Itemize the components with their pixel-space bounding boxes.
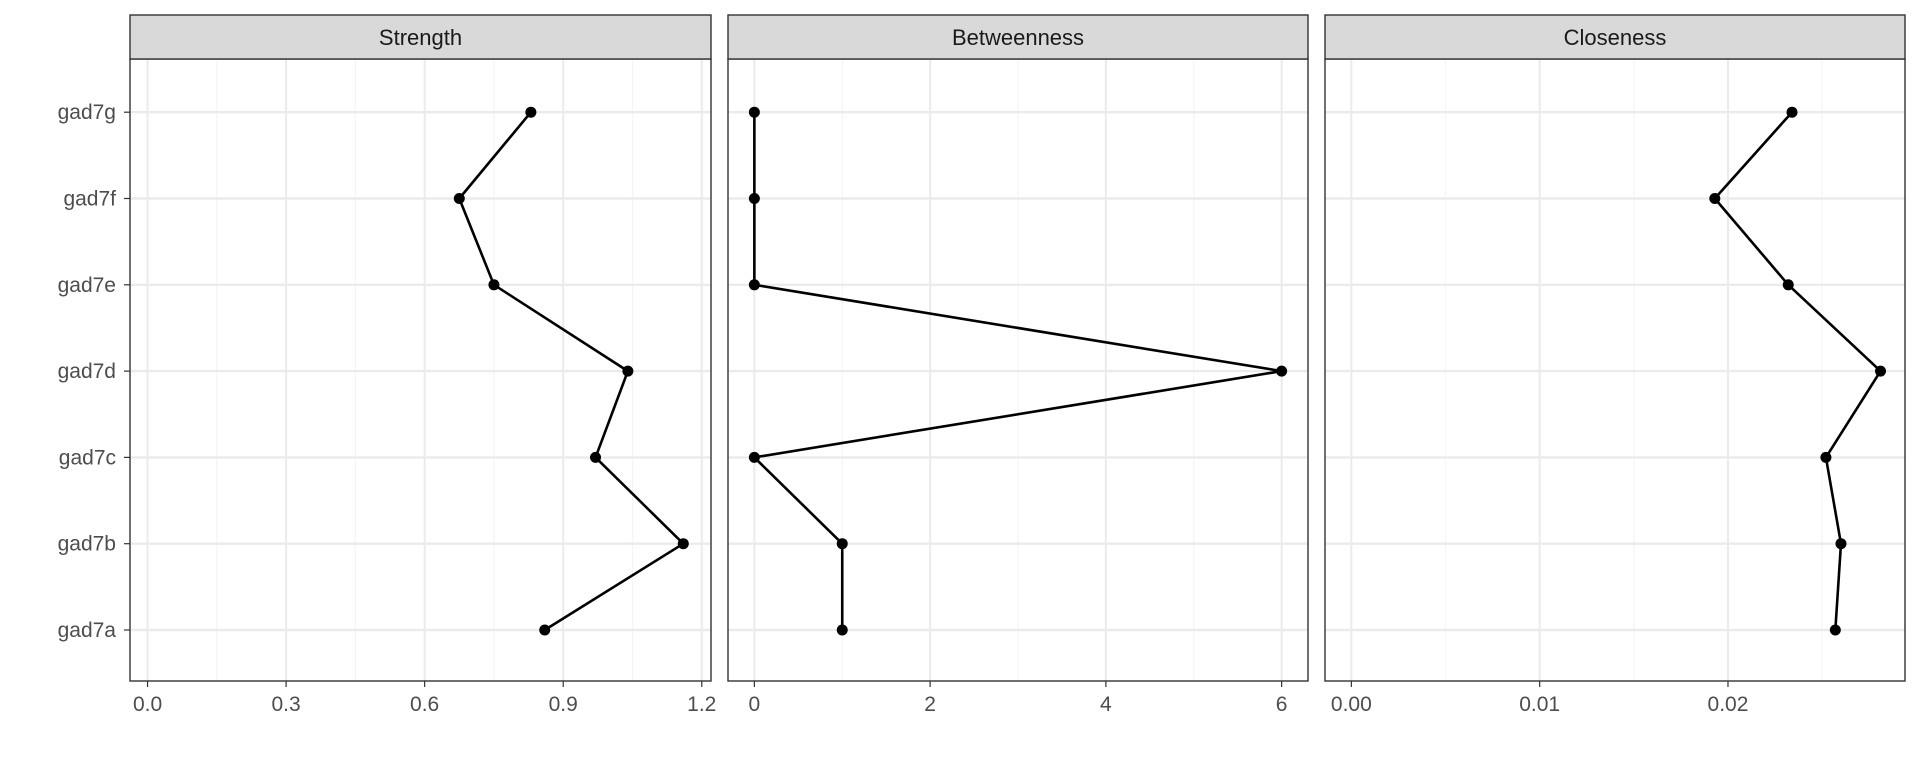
x-tick-label: 0.0 bbox=[133, 693, 162, 716]
data-point bbox=[622, 365, 634, 377]
facet-title: Closeness bbox=[1564, 25, 1667, 50]
x-tick-label: 2 bbox=[924, 693, 936, 716]
facet-betweenness: Betweenness 0 2 4 6 bbox=[727, 14, 1309, 716]
y-tick-label: gad7d bbox=[58, 360, 116, 383]
facet-title: Betweenness bbox=[952, 25, 1084, 50]
data-point bbox=[677, 538, 689, 550]
facet-closeness: Closeness 0.00 0.01 0.02 bbox=[1324, 14, 1906, 716]
data-point bbox=[836, 624, 848, 636]
data-point bbox=[1782, 279, 1794, 291]
y-tick-label: gad7e bbox=[58, 274, 116, 297]
x-tick-label: 6 bbox=[1276, 693, 1288, 716]
x-tick-label: 0.3 bbox=[272, 693, 301, 716]
data-point bbox=[748, 106, 760, 118]
x-tick-label: 0.02 bbox=[1708, 693, 1749, 716]
y-tick-label: gad7b bbox=[58, 533, 116, 556]
x-tick-label: 4 bbox=[1100, 693, 1112, 716]
x-tick-label: 1.2 bbox=[687, 693, 716, 716]
data-point bbox=[748, 193, 760, 204]
y-tick-label: gad7c bbox=[59, 446, 116, 469]
x-tick-label: 0.00 bbox=[1331, 693, 1372, 716]
data-point bbox=[836, 538, 848, 550]
data-point bbox=[748, 451, 760, 463]
x-tick-label: 0 bbox=[749, 693, 761, 716]
y-tick-label: gad7g bbox=[58, 101, 116, 124]
data-point bbox=[1709, 193, 1721, 204]
x-tick-label: 0.6 bbox=[410, 693, 439, 716]
data-point bbox=[590, 451, 602, 463]
data-point bbox=[748, 279, 760, 291]
y-tick-label: gad7a bbox=[58, 619, 117, 642]
data-point bbox=[1875, 365, 1887, 377]
y-axis: gad7a gad7b gad7c gad7d gad7e gad7f gad7g bbox=[58, 101, 130, 642]
facet-strip bbox=[129, 14, 712, 60]
x-tick-label: 0.01 bbox=[1519, 693, 1560, 716]
x-tick-label: 0.9 bbox=[549, 693, 578, 716]
data-point bbox=[539, 624, 551, 636]
data-point bbox=[453, 193, 465, 204]
facet-strength: Strength 0.0 0.3 0.6 0.9 1.2 bbox=[129, 14, 716, 716]
data-point bbox=[525, 106, 537, 118]
facet-strip bbox=[1324, 14, 1906, 60]
data-point bbox=[1276, 365, 1288, 377]
data-point bbox=[1820, 451, 1832, 463]
facet-strip bbox=[727, 14, 1309, 60]
y-tick-label: gad7f bbox=[63, 188, 116, 211]
data-point bbox=[1835, 538, 1847, 550]
data-point bbox=[1786, 106, 1798, 118]
data-point bbox=[488, 279, 500, 291]
data-point bbox=[1829, 624, 1841, 636]
facet-title: Strength bbox=[379, 25, 462, 50]
